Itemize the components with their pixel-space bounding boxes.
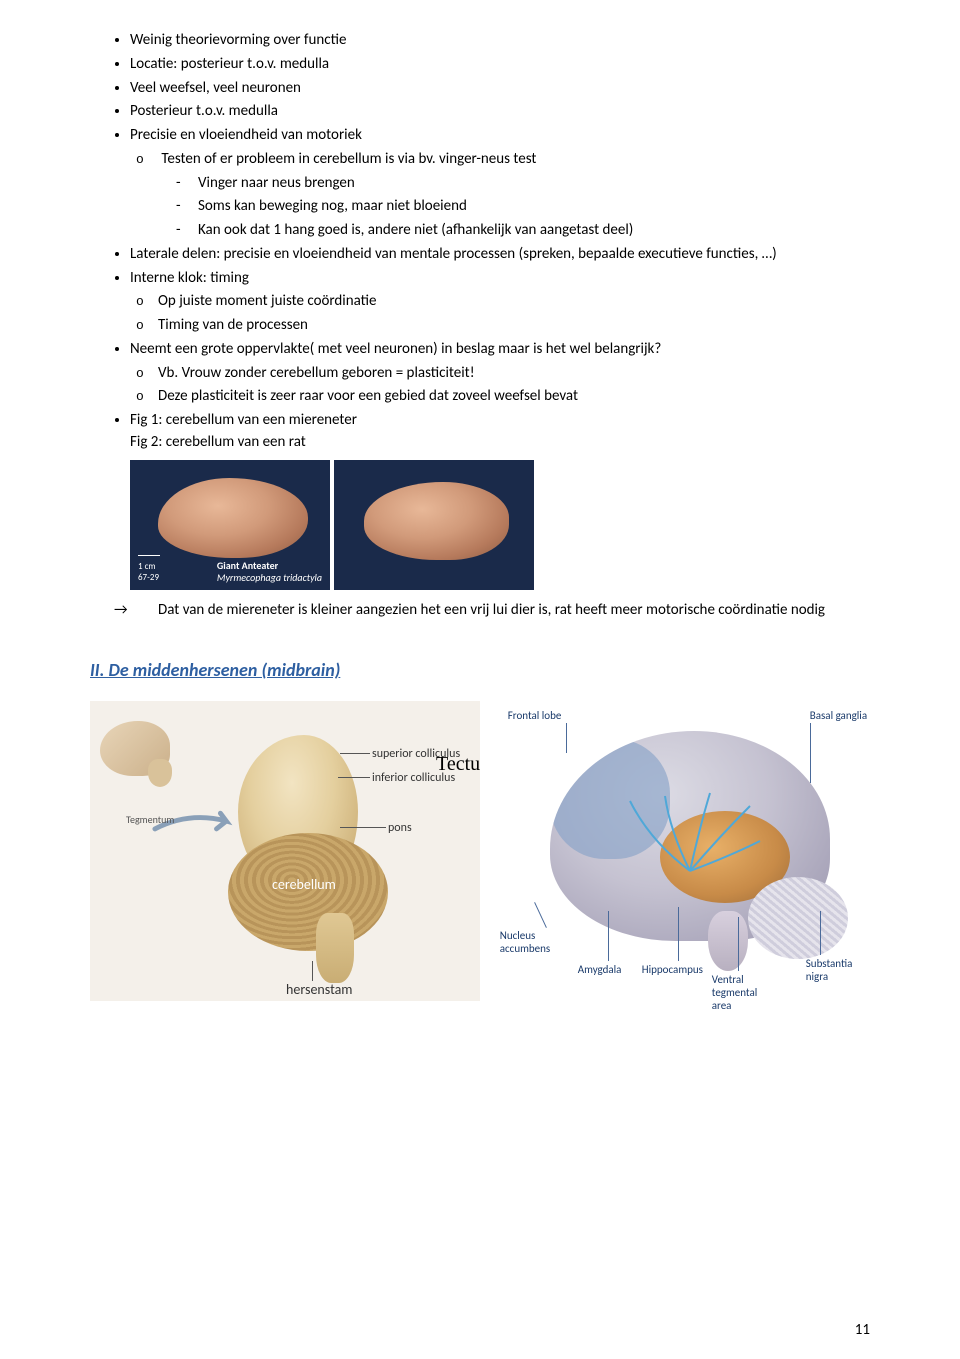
cerebellum-shape	[748, 877, 848, 959]
list-text: Interne klok: timing	[130, 269, 249, 287]
list-item: Laterale delen: precisie en vloeiendheid…	[130, 244, 870, 266]
list-item: Fig 1: cerebellum van een miereneter Fig…	[130, 410, 870, 454]
sublist: Op juiste moment juiste coördinatie Timi…	[130, 291, 870, 337]
subsublist: Vinger naar neus brengen Soms kan bewegi…	[158, 173, 870, 242]
small-brain-icon	[100, 719, 190, 789]
list-item: Soms kan beweging nog, maar niet bloeien…	[198, 196, 870, 218]
sublist: Vb. Vrouw zonder cerebellum geboren = pl…	[130, 363, 870, 409]
pathway-arrows-icon	[610, 781, 770, 901]
bullet-list-main: Weinig theorievorming over functie Locat…	[90, 30, 870, 454]
section-title: II. De middenhersenen (midbrain)	[90, 659, 870, 681]
photo-id: 67-29	[138, 572, 159, 583]
list-item: Locatie: posterieur t.o.v. medulla	[130, 54, 870, 76]
label-basal-ganglia: Basal ganglia	[810, 709, 867, 722]
sublist: Testen of er probleem in cerebellum is v…	[130, 149, 870, 242]
page: Weinig theorievorming over functie Locat…	[0, 0, 960, 1359]
list-item: Neemt een grote oppervlakte( met veel ne…	[130, 339, 870, 408]
label-cerebellum: cerebellum	[272, 876, 336, 893]
label-pons: pons	[388, 821, 412, 835]
label-hippocampus: Hippocampus	[642, 963, 703, 976]
photo-scale-label: 1 cm 67-29	[138, 550, 160, 584]
list-text: Fig 2: cerebellum van een rat	[130, 433, 306, 451]
list-item: Deze plasticiteit is zeer raar voor een …	[158, 386, 870, 408]
list-item: Testen of er probleem in cerebellum is v…	[158, 149, 870, 242]
brain-photo-row: 1 cm 67-29 Giant Anteater Myrmecophaga t…	[130, 460, 870, 590]
label-tegmentum: Tegmentum	[126, 813, 174, 826]
arrow-icon: →	[136, 600, 158, 622]
list-item: Vb. Vrouw zonder cerebellum geboren = pl…	[158, 363, 870, 385]
list-item: Precisie en vloeiendheid van motoriek Te…	[130, 125, 870, 242]
label-tectum: Tectum	[436, 753, 480, 776]
brainstem-shape	[708, 911, 748, 971]
diagram-row: superior colliculus inferior colliculus …	[90, 701, 870, 1001]
list-item: Weinig theorievorming over functie	[130, 30, 870, 52]
list-text: Neemt een grote oppervlakte( met veel ne…	[130, 340, 661, 358]
list-item: Vinger naar neus brengen	[198, 173, 870, 195]
list-text: Fig 1: cerebellum van een miereneter	[130, 411, 357, 429]
list-item: Interne klok: timing Op juiste moment ju…	[130, 268, 870, 337]
label-frontal-lobe: Frontal lobe	[508, 709, 562, 722]
midbrain-diagram-right: Frontal lobe Basal ganglia Nucleus accum…	[500, 701, 870, 1001]
list-text: Precisie en vloeiendheid van motoriek	[130, 126, 362, 144]
list-item: Posterieur t.o.v. medulla	[130, 101, 870, 123]
brain-photo-anteater: 1 cm 67-29 Giant Anteater Myrmecophaga t…	[130, 460, 330, 590]
label-nucleus-accumbens: Nucleus accumbens	[500, 929, 550, 955]
photo-species-label: Giant Anteater Myrmecophaga tridactyla	[217, 560, 322, 584]
label-amygdala: Amygdala	[578, 963, 622, 976]
list-item: Timing van de processen	[158, 315, 870, 337]
page-number: 11	[855, 1321, 870, 1339]
list-item: Kan ook dat 1 hang goed is, andere niet …	[198, 220, 870, 242]
arrow-note: →Dat van de miereneter is kleiner aangez…	[90, 600, 870, 622]
brain-shape-icon	[158, 478, 308, 558]
list-item: Op juiste moment juiste coördinatie	[158, 291, 870, 313]
midbrain-diagram-left: superior colliculus inferior colliculus …	[90, 701, 480, 1001]
list-text: Testen of er probleem in cerebellum is v…	[161, 150, 536, 168]
label-hersenstam: hersenstam	[286, 981, 353, 998]
species-latin: Myrmecophaga tridactyla	[217, 571, 322, 584]
brain-shape-icon	[364, 482, 509, 560]
list-item: Veel weefsel, veel neuronen	[130, 78, 870, 100]
brain-photo-rat	[334, 460, 534, 590]
label-substantia-nigra: Substantia nigra	[806, 957, 853, 983]
label-ventral-tegmental: Ventral tegmental area	[712, 973, 758, 1012]
arrow-text: Dat van de miereneter is kleiner aangezi…	[158, 601, 825, 619]
scale-text: 1 cm	[138, 561, 156, 572]
